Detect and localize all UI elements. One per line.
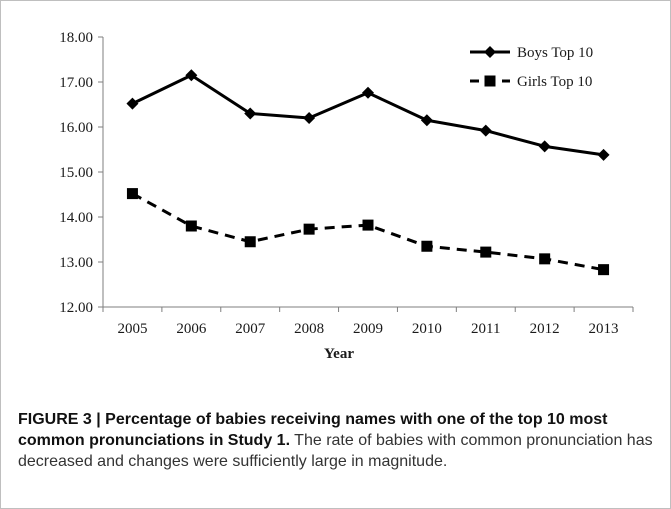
x-tick-label: 2009 — [353, 321, 383, 337]
data-point-boys-top-10 — [303, 112, 316, 124]
x-axis-title: Year — [324, 346, 354, 362]
chart-legend: Boys Top 10 Girls Top 10 — [470, 45, 593, 90]
data-point-girls-top-10 — [421, 240, 433, 252]
y-tick-label: 12.00 — [59, 300, 93, 316]
data-point-boys-top-10 — [244, 107, 257, 120]
data-point-girls-top-10 — [303, 223, 315, 235]
data-point-girls-top-10 — [362, 219, 374, 231]
series-boys-top-10 — [126, 69, 610, 161]
legend-marker-boys-top-10 — [484, 46, 496, 58]
x-axis-ticks: 2005 2006 2007 2008 2009 2010 2011 2012 2013 — [102, 307, 634, 337]
caption-body: The rate of babies with common pronuncia… — [18, 432, 653, 470]
chart-series — [126, 69, 610, 276]
y-tick-label: 13.00 — [59, 255, 93, 271]
data-point-girls-top-10 — [480, 246, 492, 258]
data-point-boys-top-10 — [538, 140, 551, 153]
y-axis-ticks: 12.00 13.00 14.00 15.00 16.00 17.00 18.00 — [59, 30, 103, 316]
legend-label-boys-top-10: Boys Top 10 — [517, 45, 593, 61]
x-tick-label: 2007 — [235, 321, 266, 337]
data-point-boys-top-10 — [185, 69, 198, 82]
x-tick-label: 2013 — [589, 321, 619, 337]
data-point-girls-top-10 — [539, 253, 551, 265]
data-point-girls-top-10 — [598, 264, 610, 276]
y-tick-label: 17.00 — [59, 75, 93, 91]
y-tick-label: 15.00 — [59, 165, 93, 181]
y-tick-label: 16.00 — [59, 120, 93, 136]
x-tick-label: 2005 — [117, 321, 147, 337]
y-tick-label: 14.00 — [59, 210, 93, 226]
x-tick-label: 2011 — [471, 321, 500, 337]
line-chart: 12.00 13.00 14.00 15.00 16.00 17.00 18.00 2005… — [59, 30, 634, 362]
series-line-girls-top-10 — [131, 192, 604, 272]
y-tick-label: 18.00 — [59, 30, 93, 46]
data-point-boys-top-10 — [362, 86, 374, 99]
data-point-girls-top-10 — [185, 220, 197, 232]
legend-label-girls-top-10: Girls Top 10 — [517, 74, 592, 90]
data-point-girls-top-10 — [126, 188, 138, 200]
data-point-boys-top-10 — [420, 114, 433, 127]
figure-caption: FIGURE 3 | Percentage of babies receivin… — [18, 409, 658, 472]
x-tick-label: 2012 — [530, 321, 560, 337]
caption-title: FIGURE 3 | Percentage of babies receivin… — [18, 411, 608, 449]
series-girls-top-10 — [126, 188, 610, 276]
data-point-boys-top-10 — [126, 97, 139, 110]
data-point-boys-top-10 — [597, 148, 610, 161]
data-point-boys-top-10 — [479, 124, 492, 137]
x-tick-label: 2006 — [176, 321, 207, 337]
x-tick-label: 2008 — [294, 321, 324, 337]
legend-marker-girls-top-10 — [484, 75, 496, 87]
data-point-girls-top-10 — [244, 236, 256, 248]
x-tick-label: 2010 — [412, 321, 442, 337]
